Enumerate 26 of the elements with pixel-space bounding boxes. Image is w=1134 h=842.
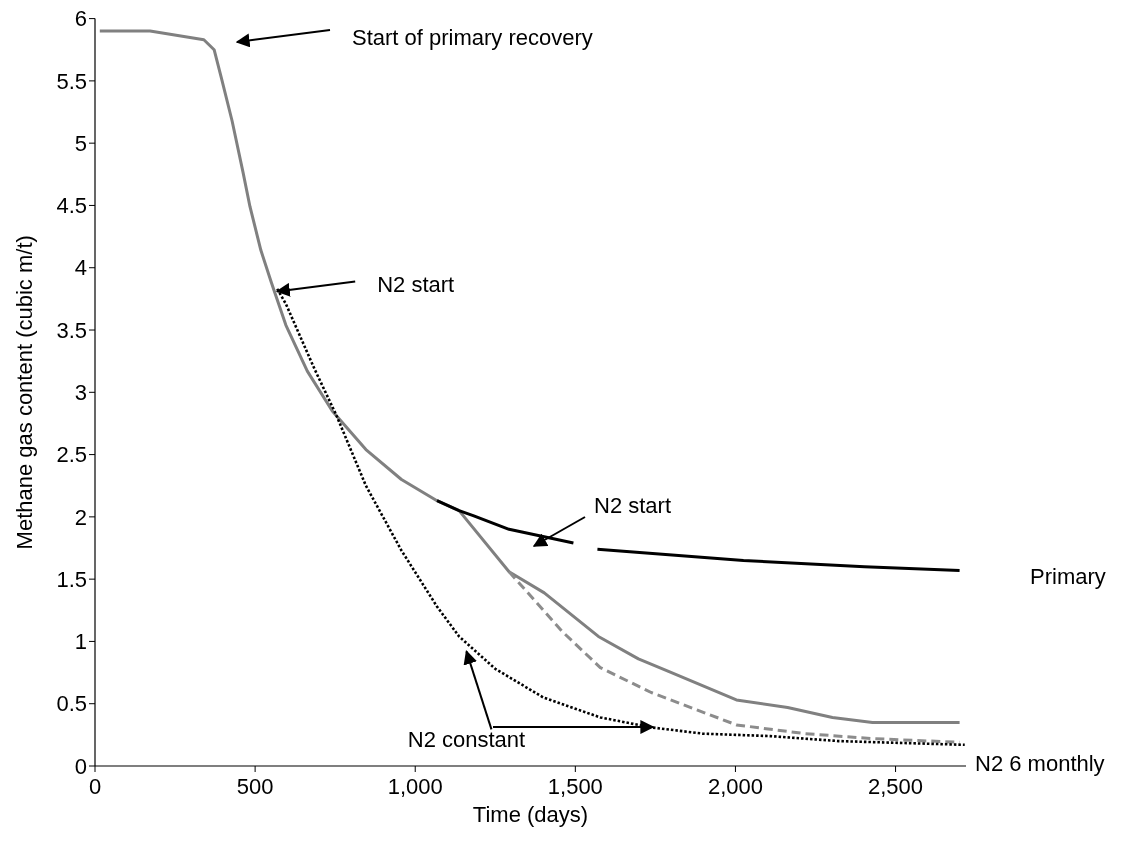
x-tick-label: 1,500: [547, 774, 603, 799]
y-axis-title: Methane gas content (cubic m/t): [12, 235, 37, 550]
y-tick-label: 4.5: [56, 193, 87, 219]
text: Primary: [1030, 564, 1106, 589]
x-tick-label: 500: [236, 774, 274, 799]
annotation: Start of primary recovery: [352, 25, 593, 50]
x-tick-label: 2,000: [707, 774, 763, 799]
y-tick-label: 2.5: [56, 442, 87, 468]
text: N2 6 monthly: [975, 751, 1105, 776]
annotation: N2 start: [377, 272, 455, 298]
y-tick-label: 3: [74, 380, 87, 405]
x-tick-label: 1,000: [387, 774, 443, 799]
y-tick-label: 2: [74, 504, 87, 530]
x-axis-title: Time (days): [472, 802, 589, 827]
annotation: N2 start: [594, 493, 672, 518]
y-tick-label: 3.5: [56, 317, 87, 343]
y-tick-label: 1.5: [56, 566, 87, 592]
y-tick-label: 5: [74, 130, 87, 156]
y-tick-label: 6: [74, 6, 87, 32]
annotation: N2 constant: [407, 727, 526, 753]
y-tick-label: 0.5: [56, 691, 87, 717]
y-tick-label: 1: [74, 629, 87, 655]
x-tick-label: 2,500: [868, 774, 924, 799]
y-tick-label: 0: [74, 753, 87, 779]
y-tick-label: 5.5: [56, 68, 87, 94]
y-tick-label: 4: [74, 255, 87, 281]
